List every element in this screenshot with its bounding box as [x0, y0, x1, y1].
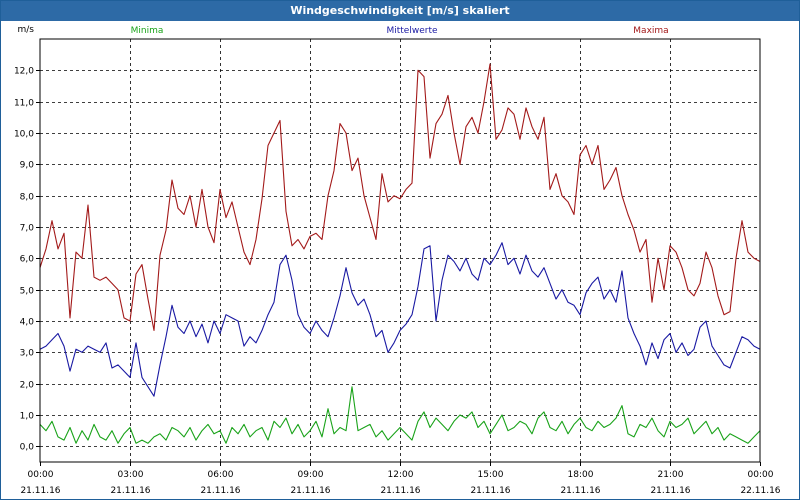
- x-tick-date-label: 22.11.16: [740, 486, 780, 496]
- x-tick-date-label: 21.11.16: [290, 486, 330, 496]
- y-tick-label: 3,0: [20, 349, 35, 359]
- x-tick-time-label: 21:00: [658, 470, 684, 480]
- y-tick-label: 7,0: [20, 224, 35, 234]
- y-tick-label: 0,0: [20, 443, 35, 453]
- x-tick-time-label: 03:00: [118, 470, 144, 480]
- legend-entry-minima: Minima: [131, 26, 164, 36]
- y-tick-label: 1,0: [20, 412, 35, 422]
- grid-lines: [40, 39, 760, 462]
- legend-entry-maxima: Maxima: [633, 26, 668, 36]
- y-tick-label: 6,0: [20, 255, 35, 265]
- window-title: Windgeschwindigkeit [m/s] skaliert: [1, 1, 799, 21]
- x-tick-date-label: 21.11.16: [560, 486, 600, 496]
- x-tick-time-label: 06:00: [208, 470, 234, 480]
- y-axis-unit: m/s: [18, 25, 35, 35]
- y-tick-label: 5,0: [20, 287, 35, 297]
- x-tick-time-label: 00:00: [28, 470, 54, 480]
- x-tick-time-label: 00:00: [748, 470, 774, 480]
- series-line-minima: [39, 386, 761, 444]
- y-tick-label: 12,0: [14, 67, 34, 77]
- x-tick-date-label: 21.11.16: [650, 486, 690, 496]
- legend-entry-mittelwerte: Mittelwerte: [386, 26, 437, 36]
- y-tick-label: 10,0: [14, 130, 34, 140]
- x-tick-date-label: 21.11.16: [380, 486, 420, 496]
- x-tick-date-label: 21.11.16: [110, 486, 150, 496]
- x-tick-time-label: 12:00: [388, 470, 414, 480]
- y-tick-label: 11,0: [14, 99, 34, 109]
- x-tick-time-label: 15:00: [478, 470, 504, 480]
- y-tick-label: 8,0: [20, 193, 35, 203]
- x-tick-date-label: 21.11.16: [470, 486, 510, 496]
- y-tick-label: 2,0: [20, 381, 35, 391]
- x-tick-date-label: 21.11.16: [200, 486, 240, 496]
- series-line-mittelwerte: [39, 242, 761, 397]
- legend: Minima Mittelwerte Maxima: [131, 26, 669, 36]
- y-tick-label: 4,0: [20, 318, 35, 328]
- series-lines: [39, 63, 761, 444]
- x-tick-time-label: 18:00: [568, 470, 594, 480]
- y-tick-label: 9,0: [20, 161, 35, 171]
- x-tick-date-label: 21.11.16: [20, 486, 60, 496]
- x-tick-time-label: 09:00: [298, 470, 324, 480]
- axes: 0,0 1,0 2,0 3,0 4,0 5,0 6,0 7,0 8,0 9,0 10,0 11,0 12…: [14, 25, 781, 496]
- series-line-maxima: [39, 63, 761, 331]
